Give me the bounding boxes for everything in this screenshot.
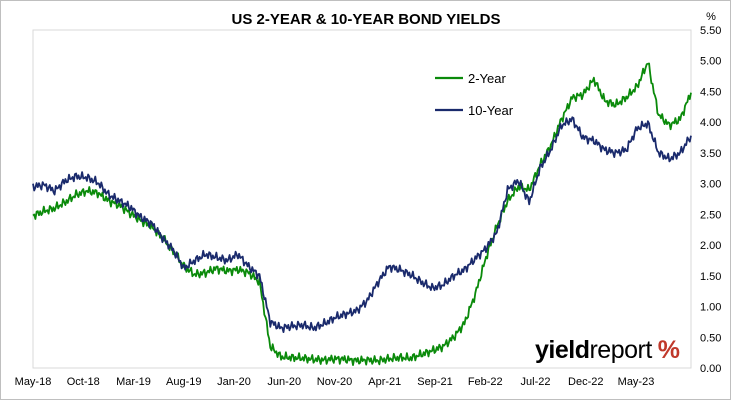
x-tick-label: Mar-19 [116, 376, 151, 388]
x-tick-label: Jun-20 [267, 376, 301, 388]
x-tick-label: Apr-21 [368, 376, 401, 388]
x-tick-label: Jan-20 [217, 376, 251, 388]
y-tick-label: 3.00 [700, 179, 721, 191]
y-tick-label: 0.00 [700, 363, 721, 375]
chart-title: US 2-YEAR & 10-YEAR BOND YIELDS [232, 11, 501, 28]
series-line-10-year [32, 116, 692, 333]
y-tick-label: 3.50 [700, 148, 721, 160]
x-tick-label: May-18 [15, 376, 52, 388]
x-tick-label: May-23 [618, 376, 655, 388]
x-axis-ticks: May-18 Oct-18 Mar-19 Aug-19 Jan-20 Jun-20 Nov-… [15, 376, 655, 388]
x-tick-label: Sep-21 [417, 376, 452, 388]
y-axis-ticks: 0.00 0.50 1.00 1.50 2.00 2.50 3.00 3.50 4.00 4.50… [700, 25, 721, 375]
y-tick-label: 1.50 [700, 271, 721, 283]
y-tick-label: 5.00 [700, 56, 721, 68]
legend-label-10-year: 10-Year [468, 103, 514, 118]
x-tick-label: Jul-22 [521, 376, 551, 388]
yieldreport-logo: yieldreport% [535, 336, 680, 365]
y-axis-unit: % [706, 11, 716, 23]
y-tick-label: 0.50 [700, 332, 721, 344]
x-tick-label: Nov-20 [317, 376, 352, 388]
y-tick-label: 2.00 [700, 240, 721, 252]
logo-percent-symbol: % [657, 336, 680, 364]
series-lines [32, 62, 692, 366]
logo-part-yield: yield [535, 336, 590, 364]
y-tick-label: 4.50 [700, 86, 721, 98]
legend-label-2-year: 2-Year [468, 71, 506, 86]
series-line-2-year [32, 62, 692, 366]
y-tick-label: 5.50 [700, 25, 721, 37]
y-tick-label: 2.50 [700, 209, 721, 221]
x-tick-label: Feb-22 [468, 376, 503, 388]
plot-area [32, 29, 692, 369]
x-tick-label: Oct-18 [67, 376, 100, 388]
legend: 2-Year 10-Year [435, 71, 514, 118]
logo-part-report: report [589, 336, 652, 364]
x-tick-label: Aug-19 [166, 376, 201, 388]
y-tick-label: 1.00 [700, 302, 721, 314]
x-tick-label: Dec-22 [568, 376, 603, 388]
y-tick-label: 4.00 [700, 117, 721, 129]
